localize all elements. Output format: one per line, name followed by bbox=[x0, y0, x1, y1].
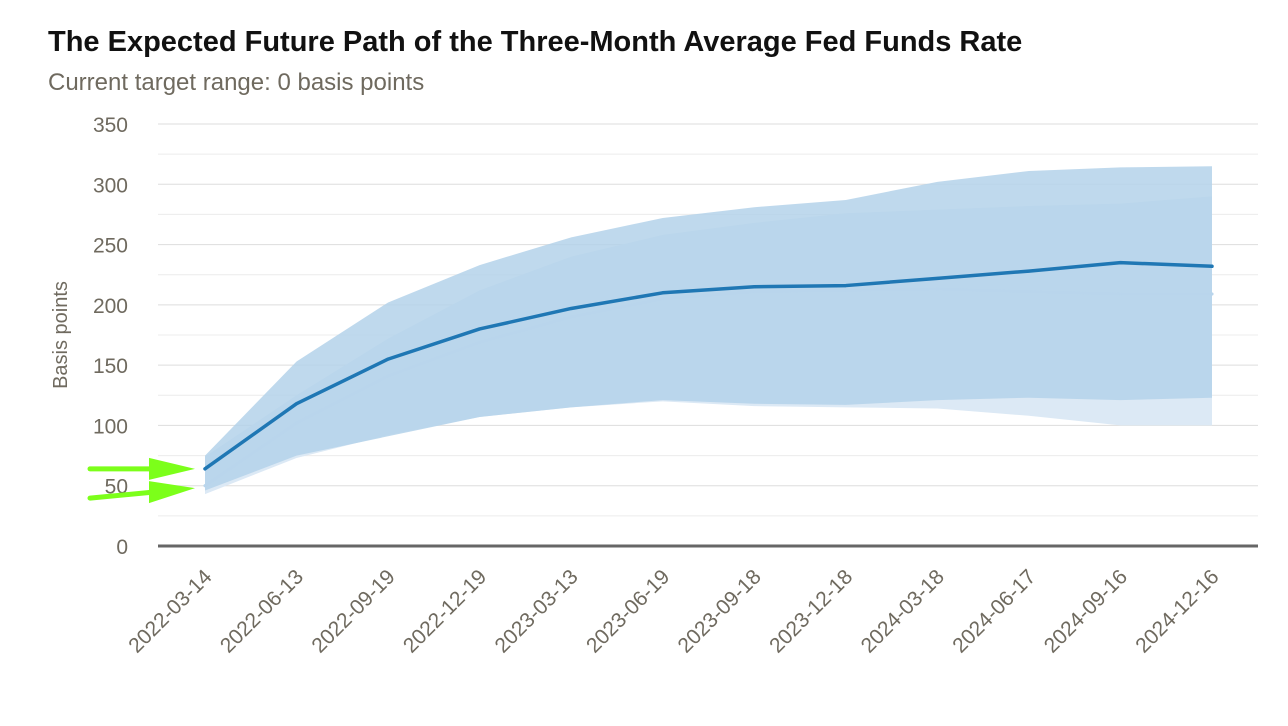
arrow-annotation bbox=[87, 457, 195, 480]
y-axis-title: Basis points bbox=[50, 281, 72, 389]
earlier-line-point bbox=[478, 340, 482, 344]
x-tick-label: 2022-03-14 bbox=[124, 565, 216, 657]
y-tick-label: 200 bbox=[93, 295, 128, 318]
arrow-shaft bbox=[87, 489, 156, 501]
arrow-annotation bbox=[87, 481, 195, 504]
earlier-line bbox=[203, 287, 1214, 488]
earlier-line-point bbox=[935, 287, 939, 291]
current-line-point bbox=[1210, 264, 1214, 268]
x-tick-label: 2022-09-19 bbox=[307, 565, 399, 657]
current-line-point bbox=[1027, 269, 1031, 273]
x-tick-label: 2023-12-18 bbox=[765, 565, 857, 657]
x-tick-label: 2023-03-13 bbox=[490, 565, 582, 657]
earlier-line-point bbox=[203, 484, 207, 488]
annotations bbox=[87, 457, 195, 504]
current-line-point bbox=[1118, 261, 1122, 265]
y-tick-label: 350 bbox=[93, 114, 128, 137]
earlier-line-point bbox=[569, 315, 573, 319]
band-areas bbox=[205, 166, 1212, 495]
current-line-point bbox=[752, 285, 756, 289]
chart-subtitle: Current target range: 0 basis points bbox=[48, 69, 425, 96]
earlier-line-point bbox=[844, 288, 848, 292]
earlier-line-point bbox=[1027, 290, 1031, 294]
x-tick-label: 2024-12-16 bbox=[1131, 565, 1223, 657]
earlier-line-point bbox=[386, 374, 390, 378]
earlier-line-point bbox=[661, 297, 665, 301]
arrow-head bbox=[149, 481, 195, 504]
y-tick-label: 250 bbox=[93, 235, 128, 258]
arrow-head bbox=[149, 457, 195, 480]
x-tick-label: 2022-06-13 bbox=[216, 565, 308, 657]
x-tick-label: 2024-06-17 bbox=[948, 565, 1040, 657]
earlier-line-point bbox=[752, 290, 756, 294]
current-line-point bbox=[478, 327, 482, 331]
x-tick-label: 2024-03-18 bbox=[857, 565, 949, 657]
current-line-point bbox=[661, 291, 665, 295]
y-tick-label: 150 bbox=[93, 355, 128, 378]
x-tick-label: 2023-09-18 bbox=[674, 565, 766, 657]
current-line-point bbox=[295, 402, 299, 406]
current-line bbox=[203, 260, 1214, 471]
y-tick-label: 0 bbox=[116, 536, 128, 559]
current-band-area bbox=[205, 166, 1212, 491]
x-tick-label: 2024-09-16 bbox=[1040, 565, 1132, 657]
current-line-point bbox=[569, 306, 573, 310]
earlier-line-point bbox=[295, 421, 299, 425]
current-line-point bbox=[386, 357, 390, 361]
current-line-point bbox=[844, 284, 848, 288]
current-line-point bbox=[935, 276, 939, 280]
chart-title: The Expected Future Path of the Three-Mo… bbox=[48, 26, 1023, 58]
y-tick-label: 100 bbox=[93, 415, 128, 438]
earlier-line-point bbox=[1210, 292, 1214, 296]
earlier-line-point bbox=[1118, 292, 1122, 296]
y-tick-label: 300 bbox=[93, 174, 128, 197]
x-tick-label: 2022-12-19 bbox=[399, 565, 491, 657]
current-line-point bbox=[203, 467, 207, 471]
x-tick-labels: 2022-03-14 2022-06-13 2022-09-19 2022-12-19… bbox=[124, 565, 1223, 657]
x-tick-label: 2023-06-19 bbox=[582, 565, 674, 657]
series-lines bbox=[203, 260, 1214, 488]
